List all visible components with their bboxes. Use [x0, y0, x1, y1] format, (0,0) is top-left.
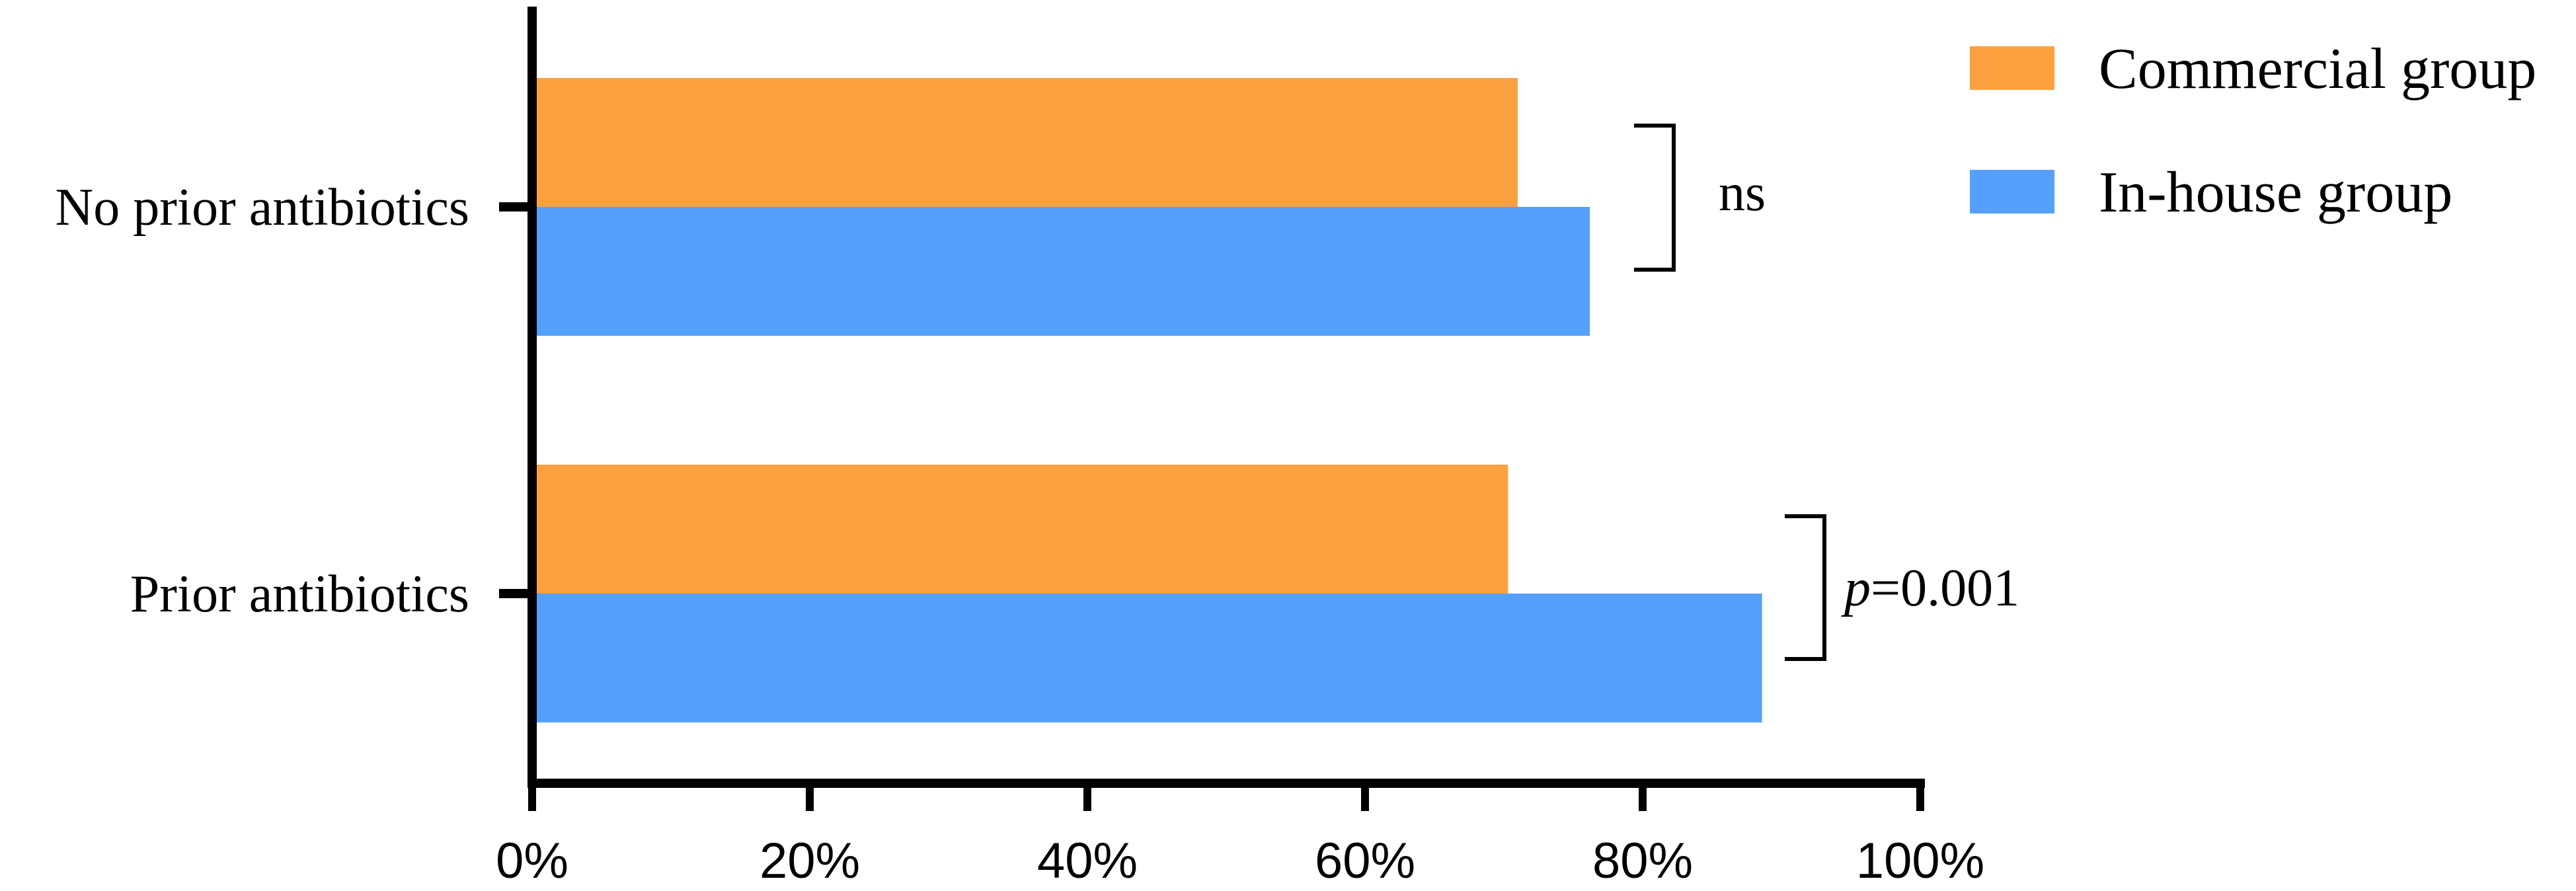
- bar-in-house-no-prior: [532, 207, 1590, 336]
- significance-label: p=0.001: [1841, 559, 2019, 617]
- x-tick-label: 40%: [1037, 833, 1138, 889]
- x-tick-label: 100%: [1856, 833, 1984, 889]
- x-tick-label: 60%: [1315, 833, 1415, 889]
- legend: Commercial group In-house group: [1970, 37, 2536, 225]
- bars-layer: [532, 78, 1762, 722]
- significance-bracket: [1634, 124, 1676, 272]
- category-label: No prior antibiotics: [55, 178, 469, 237]
- legend-label-commercial: Commercial group: [2099, 37, 2536, 101]
- category-label: Prior antibiotics: [130, 565, 469, 623]
- x-tick-label: 80%: [1592, 833, 1693, 889]
- significance-label: ns: [1719, 164, 1766, 222]
- bar-commercial-prior: [532, 465, 1508, 594]
- bar-in-house-prior: [532, 594, 1762, 722]
- legend-swatch-commercial: [1970, 46, 2054, 90]
- axes-layer: 0% 20% 40% 60% 80% 100% No prior antibiotics Pr…: [55, 7, 1984, 889]
- legend-swatch-in-house: [1970, 170, 2054, 213]
- x-tick-label: 20%: [760, 833, 860, 889]
- significance-bracket: [1785, 514, 1826, 661]
- legend-label-in-house: In-house group: [2099, 161, 2452, 225]
- x-tick-label: 0%: [496, 833, 568, 889]
- bar-commercial-no-prior: [532, 78, 1518, 207]
- annotations-layer: ns p=0.001: [1634, 124, 2019, 661]
